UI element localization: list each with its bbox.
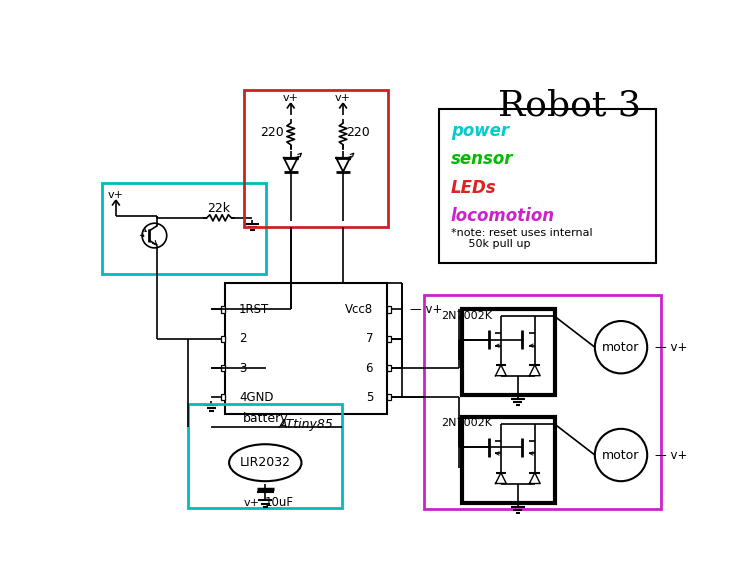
Text: 220: 220 — [260, 126, 284, 139]
Text: — v+: — v+ — [410, 303, 443, 316]
Text: battery: battery — [243, 411, 288, 425]
Text: v+: v+ — [283, 93, 299, 103]
Text: ATtiny85: ATtiny85 — [279, 418, 334, 432]
Text: 22k: 22k — [208, 202, 231, 215]
Text: 3: 3 — [239, 362, 246, 374]
Text: *note: reset uses internal
     50k pull up: *note: reset uses internal 50k pull up — [451, 228, 593, 249]
Text: — v+: — v+ — [655, 340, 687, 354]
Circle shape — [595, 321, 648, 373]
Bar — [221, 365, 225, 371]
Bar — [243, 90, 388, 227]
Text: locomotion: locomotion — [451, 207, 555, 225]
Text: v+: v+ — [243, 498, 260, 508]
Bar — [221, 394, 225, 400]
Text: — v+: — v+ — [655, 448, 687, 462]
Text: 5: 5 — [366, 391, 373, 404]
Bar — [387, 306, 391, 313]
Text: Vcc8: Vcc8 — [345, 303, 373, 316]
Text: LIR2032: LIR2032 — [240, 456, 291, 469]
Bar — [424, 295, 661, 509]
Text: Robot 3: Robot 3 — [498, 88, 641, 122]
Bar — [221, 336, 225, 342]
Bar — [440, 109, 656, 263]
Circle shape — [595, 429, 648, 481]
Bar — [387, 336, 391, 342]
Circle shape — [142, 223, 166, 248]
Bar — [188, 404, 343, 508]
Text: 2N7002K: 2N7002K — [441, 418, 492, 429]
Ellipse shape — [229, 444, 301, 481]
Text: 7: 7 — [366, 332, 373, 345]
Bar — [387, 365, 391, 371]
Text: motor: motor — [602, 448, 639, 462]
Text: v+: v+ — [108, 190, 124, 200]
Bar — [102, 183, 266, 274]
Text: LEDs: LEDs — [451, 179, 497, 197]
Text: 6: 6 — [366, 362, 373, 374]
Text: motor: motor — [602, 340, 639, 354]
Text: v+: v+ — [335, 93, 351, 103]
Text: 2: 2 — [239, 332, 246, 345]
Text: power: power — [451, 122, 509, 140]
Bar — [462, 417, 555, 503]
Text: 10uF: 10uF — [265, 496, 294, 509]
Bar — [221, 306, 225, 313]
Bar — [225, 283, 387, 414]
Bar — [462, 309, 555, 395]
Text: 220: 220 — [346, 126, 370, 139]
Bar — [387, 394, 391, 400]
Text: sensor: sensor — [451, 151, 514, 168]
Text: 1RST: 1RST — [239, 303, 269, 316]
Text: 2N7002K: 2N7002K — [441, 310, 492, 321]
Text: 4GND: 4GND — [239, 391, 274, 404]
